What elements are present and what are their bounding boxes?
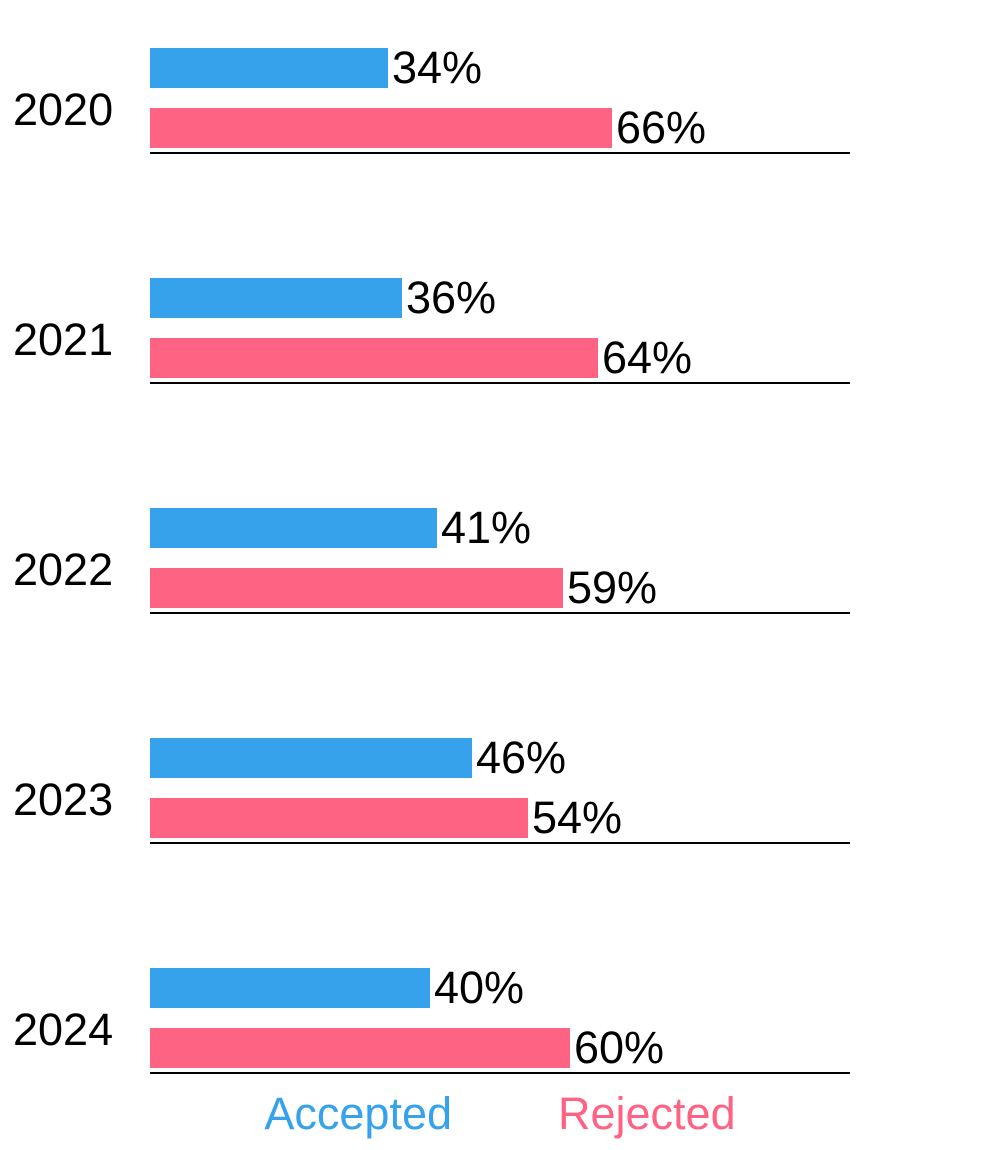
accepted-bar-row: 36% — [150, 272, 1000, 323]
axis-line — [150, 612, 850, 614]
bars-column: 41% 59% — [150, 502, 1000, 614]
rejected-bar — [150, 338, 598, 378]
legend-accepted: Accepted — [264, 1088, 452, 1139]
year-column: 2024 — [0, 968, 150, 1052]
value-label: 66% — [616, 102, 707, 153]
year-column: 2022 — [0, 508, 150, 592]
accepted-bar-row: 41% — [150, 502, 1000, 553]
year-column: 2023 — [0, 738, 150, 822]
rejected-bar-row: 66% — [150, 102, 1000, 153]
rejected-bar — [150, 798, 528, 838]
year-group: 2021 36% 64% — [0, 272, 1000, 384]
year-column: 2020 — [0, 48, 150, 132]
rejected-bar-row: 60% — [150, 1022, 1000, 1073]
axis-line — [150, 842, 850, 844]
value-label: 41% — [441, 502, 532, 553]
accepted-bar — [150, 508, 437, 548]
accepted-bar — [150, 738, 472, 778]
year-group: 2024 40% 60% — [0, 962, 1000, 1074]
accepted-bar-row: 40% — [150, 962, 1000, 1013]
year-label: 2022 — [13, 544, 114, 595]
value-label: 34% — [392, 42, 483, 93]
year-label: 2023 — [13, 774, 114, 825]
rejected-bar-row: 59% — [150, 562, 1000, 613]
year-group: 2022 41% 59% — [0, 502, 1000, 614]
value-label: 40% — [434, 962, 525, 1013]
value-label: 54% — [532, 792, 623, 843]
axis-line — [150, 382, 850, 384]
axis-line — [150, 152, 850, 154]
chart-legend: Accepted Rejected — [150, 1090, 850, 1138]
value-label: 46% — [476, 732, 567, 783]
rejected-bar — [150, 1028, 570, 1068]
bars-column: 46% 54% — [150, 732, 1000, 844]
accepted-bar — [150, 48, 388, 88]
year-group: 2020 34% 66% — [0, 42, 1000, 154]
year-label: 2021 — [13, 314, 114, 365]
value-label: 60% — [574, 1022, 665, 1073]
bars-column: 36% 64% — [150, 272, 1000, 384]
year-label: 2020 — [13, 84, 114, 135]
bars-column: 40% 60% — [150, 962, 1000, 1074]
bar-chart: 2020 34% 66% 2021 36% 64% 2022 41% 59% 2023 46% 54%… — [0, 42, 1000, 1074]
bars-column: 34% 66% — [150, 42, 1000, 154]
accepted-bar — [150, 968, 430, 1008]
legend-rejected: Rejected — [558, 1088, 736, 1139]
year-column: 2021 — [0, 278, 150, 362]
value-label: 36% — [406, 272, 497, 323]
accepted-bar-row: 34% — [150, 42, 1000, 93]
value-label: 59% — [567, 562, 658, 613]
rejected-bar-row: 54% — [150, 792, 1000, 843]
value-label: 64% — [602, 332, 693, 383]
accepted-bar-row: 46% — [150, 732, 1000, 783]
rejected-bar — [150, 568, 563, 608]
accepted-bar — [150, 278, 402, 318]
year-group: 2023 46% 54% — [0, 732, 1000, 844]
axis-line — [150, 1072, 850, 1074]
year-label: 2024 — [13, 1004, 114, 1055]
rejected-bar — [150, 108, 612, 148]
rejected-bar-row: 64% — [150, 332, 1000, 383]
